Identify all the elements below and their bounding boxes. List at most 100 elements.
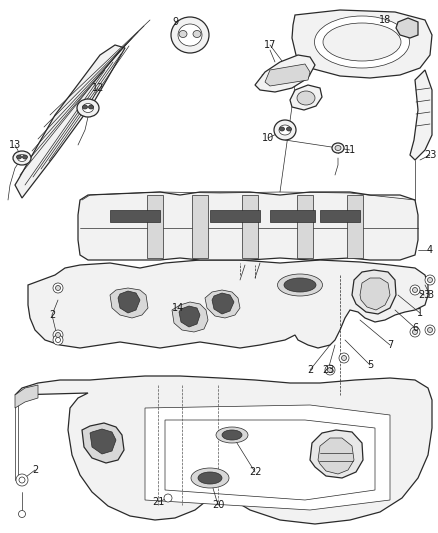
Text: 11: 11 — [344, 145, 356, 155]
Polygon shape — [15, 45, 125, 198]
Ellipse shape — [335, 146, 341, 150]
Ellipse shape — [53, 335, 63, 345]
Text: 2: 2 — [49, 310, 55, 320]
Polygon shape — [82, 423, 124, 463]
Ellipse shape — [88, 105, 93, 109]
Text: 14: 14 — [172, 303, 184, 313]
Ellipse shape — [171, 17, 209, 53]
Ellipse shape — [164, 494, 172, 502]
Polygon shape — [192, 195, 208, 258]
Ellipse shape — [17, 155, 21, 159]
Polygon shape — [90, 429, 116, 454]
Ellipse shape — [53, 283, 63, 293]
Ellipse shape — [56, 286, 60, 290]
Ellipse shape — [16, 474, 28, 486]
Polygon shape — [165, 420, 375, 500]
Polygon shape — [179, 306, 200, 327]
Ellipse shape — [216, 427, 248, 443]
Ellipse shape — [284, 278, 316, 292]
Ellipse shape — [413, 329, 417, 335]
Polygon shape — [360, 278, 390, 310]
Text: 23: 23 — [418, 290, 430, 300]
Polygon shape — [265, 64, 310, 86]
Polygon shape — [15, 376, 432, 524]
Polygon shape — [28, 260, 428, 348]
Text: 10: 10 — [262, 133, 274, 143]
Ellipse shape — [427, 327, 432, 333]
Ellipse shape — [18, 511, 25, 518]
Ellipse shape — [19, 477, 25, 483]
Text: 2: 2 — [32, 465, 38, 475]
Ellipse shape — [18, 155, 27, 161]
Text: 17: 17 — [264, 40, 276, 50]
Ellipse shape — [22, 155, 28, 159]
Text: 20: 20 — [212, 500, 224, 510]
Text: 3: 3 — [427, 290, 433, 300]
Polygon shape — [118, 291, 140, 313]
Text: 12: 12 — [92, 83, 104, 93]
Polygon shape — [147, 195, 163, 258]
Polygon shape — [310, 430, 363, 478]
Polygon shape — [205, 290, 240, 318]
Ellipse shape — [323, 23, 401, 61]
Ellipse shape — [53, 330, 63, 340]
Text: 2: 2 — [307, 365, 313, 375]
Ellipse shape — [410, 327, 420, 337]
Polygon shape — [15, 385, 38, 408]
Text: 21: 21 — [152, 497, 164, 507]
Ellipse shape — [56, 337, 60, 343]
Ellipse shape — [193, 30, 201, 37]
Ellipse shape — [286, 127, 292, 131]
Polygon shape — [212, 293, 234, 314]
Bar — [210, 210, 260, 222]
Ellipse shape — [56, 333, 60, 337]
Polygon shape — [396, 18, 418, 38]
Ellipse shape — [82, 103, 93, 112]
Text: 23: 23 — [322, 365, 334, 375]
Ellipse shape — [278, 274, 322, 296]
Bar — [110, 210, 160, 222]
Ellipse shape — [332, 143, 344, 153]
Polygon shape — [242, 195, 258, 258]
Ellipse shape — [339, 353, 349, 363]
Ellipse shape — [413, 287, 417, 293]
Ellipse shape — [82, 105, 88, 109]
Ellipse shape — [325, 365, 335, 375]
Polygon shape — [352, 270, 396, 314]
Ellipse shape — [279, 125, 291, 135]
Ellipse shape — [425, 275, 435, 285]
Ellipse shape — [274, 120, 296, 140]
Polygon shape — [410, 70, 432, 160]
Polygon shape — [172, 302, 208, 332]
Polygon shape — [145, 405, 390, 510]
Polygon shape — [297, 195, 313, 258]
Ellipse shape — [328, 367, 332, 373]
Text: 18: 18 — [379, 15, 391, 25]
Polygon shape — [318, 438, 354, 474]
Ellipse shape — [191, 468, 229, 488]
Ellipse shape — [279, 127, 285, 131]
Polygon shape — [78, 192, 418, 260]
Ellipse shape — [427, 278, 432, 282]
Ellipse shape — [222, 430, 242, 440]
Ellipse shape — [297, 91, 315, 105]
Text: 9: 9 — [172, 17, 178, 27]
Ellipse shape — [342, 356, 346, 360]
Polygon shape — [347, 195, 363, 258]
Ellipse shape — [198, 472, 222, 484]
Text: 1: 1 — [417, 308, 423, 318]
Text: 5: 5 — [367, 360, 373, 370]
Text: 6: 6 — [412, 323, 418, 333]
Text: 7: 7 — [387, 340, 393, 350]
Text: 13: 13 — [9, 140, 21, 150]
Ellipse shape — [13, 151, 31, 165]
Text: 23: 23 — [424, 150, 436, 160]
Ellipse shape — [425, 325, 435, 335]
Ellipse shape — [314, 16, 410, 68]
Polygon shape — [292, 10, 432, 78]
Bar — [270, 210, 315, 222]
Polygon shape — [290, 85, 322, 110]
Ellipse shape — [77, 99, 99, 117]
Polygon shape — [110, 288, 148, 318]
Bar — [320, 210, 360, 222]
